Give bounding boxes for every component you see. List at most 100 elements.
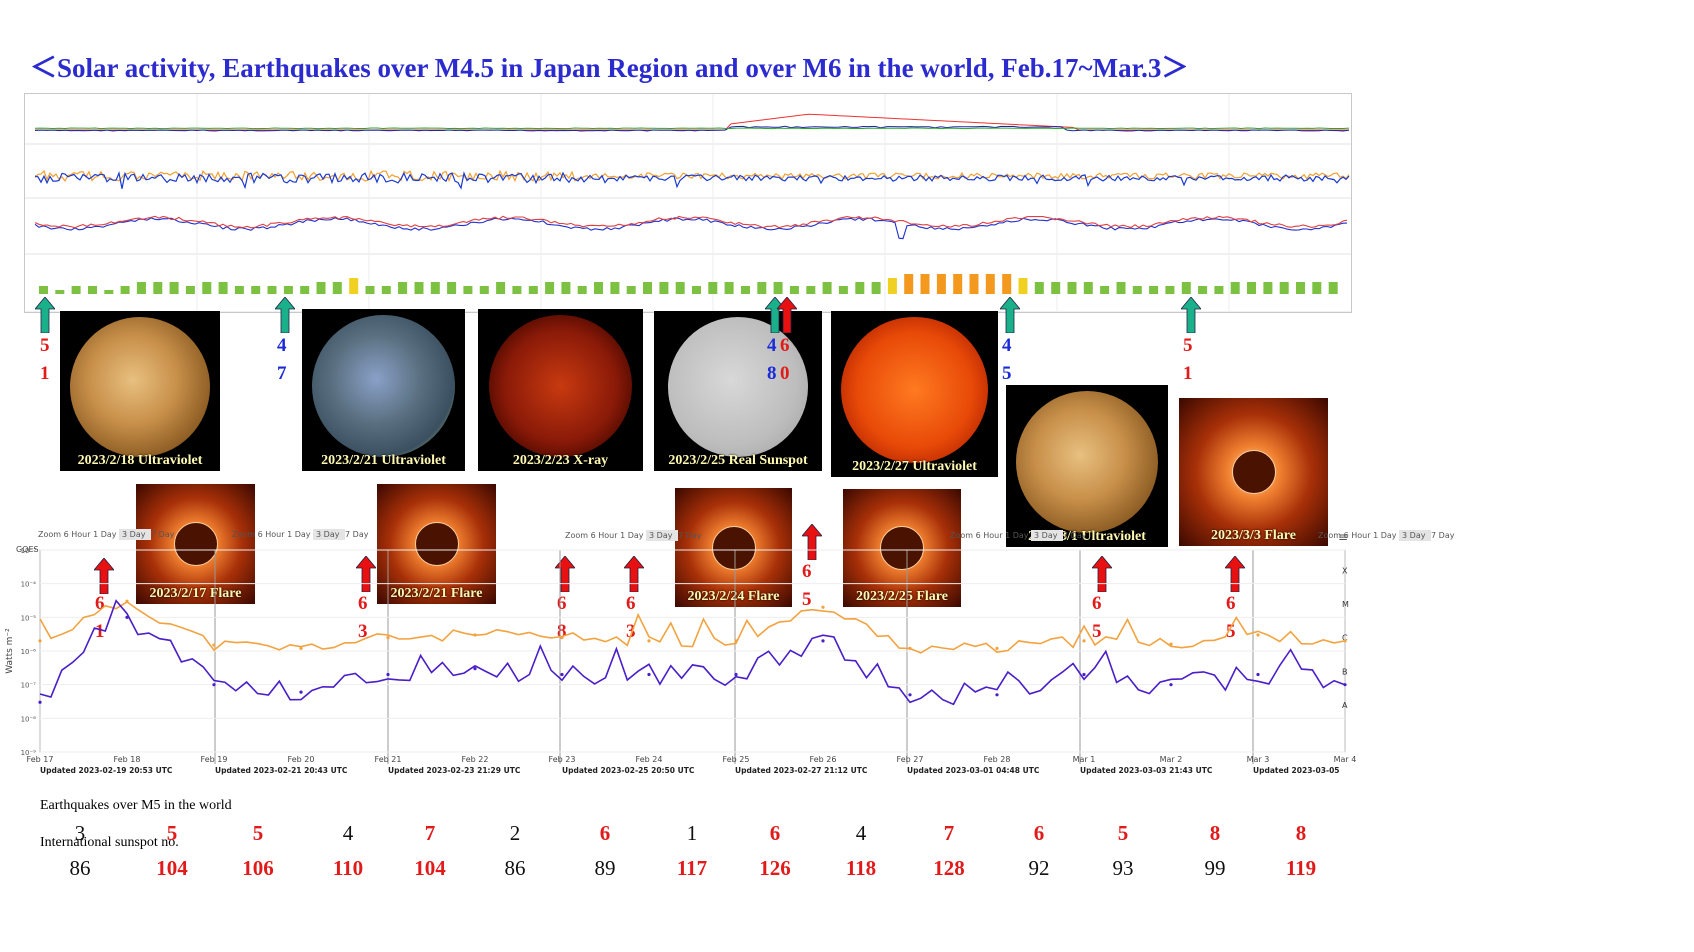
sunspot-number: 93 <box>1112 856 1134 880</box>
data-point <box>1256 633 1260 637</box>
kp-bar <box>904 274 914 294</box>
updated-label: Updated 2023-02-27 21:12 UTC <box>735 766 868 775</box>
kp-bar <box>871 282 881 294</box>
quake-magnitude-digit: 5 <box>802 589 812 610</box>
quake-magnitude-digit: 1 <box>1183 363 1193 384</box>
quake-magnitude-digit: 6 <box>802 561 812 582</box>
x-tick-label: Feb 19 <box>201 755 228 764</box>
electron-flux-line <box>34 169 1350 183</box>
image-caption: 2023/2/21 Flare <box>390 586 483 601</box>
quake-magnitude-digit: 5 <box>40 335 50 356</box>
sun-disk <box>489 314 632 458</box>
image-caption: 2023/2/21 Ultraviolet <box>321 453 446 468</box>
data-point <box>821 639 825 643</box>
y-axis-label: Watts m⁻² <box>5 628 15 674</box>
image-caption: 2023/2/18 Ultraviolet <box>77 453 203 468</box>
kp-bar <box>463 286 473 294</box>
kp-bar <box>218 282 228 294</box>
sunspot-number: 92 <box>1028 856 1050 880</box>
kp-bar <box>741 286 750 294</box>
zoom-option: 3 Day <box>119 529 152 540</box>
x-tick-label: Feb 23 <box>549 755 576 764</box>
red-arrow-icon <box>356 556 376 592</box>
earthquake-count: 2 <box>509 821 521 845</box>
kp-bar <box>316 282 326 294</box>
image-caption: 2023/3/3 Flare <box>1211 528 1296 543</box>
data-point <box>908 646 912 650</box>
quake-magnitude-digit: 4 <box>1002 335 1012 356</box>
kp-bar <box>969 274 979 294</box>
occulter-disk <box>414 522 459 566</box>
zoom-label: Zoom <box>38 530 64 539</box>
sunspot-number: 119 <box>1285 856 1317 880</box>
solar-image: 2023/2/25 Flare <box>843 489 961 607</box>
kp-bar <box>202 282 212 294</box>
kp-bar <box>985 274 995 294</box>
zoom-option: 6 Hour <box>975 531 1006 540</box>
zoom-selector: Zoom 6 Hour 1 Day 3 Day 7 Day <box>1318 530 1454 541</box>
sunspot-number: 118 <box>845 856 877 880</box>
image-caption: 2023/2/23 X-ray <box>512 453 609 468</box>
x-tick-label: Mar 1 <box>1073 755 1096 764</box>
kp-bar <box>447 282 457 294</box>
goes-xray-svg: 10⁻³ 10⁻⁴ 10⁻⁵ 10⁻⁶ 10⁻⁷ 10⁻⁸ 10⁻⁹ Watts m⁻² GOE… <box>5 545 1356 775</box>
data-point <box>386 636 390 640</box>
solar-image: 2023/3/3 Flare <box>1179 398 1328 546</box>
electron-flux-line <box>34 171 1350 190</box>
data-point <box>473 667 477 671</box>
kp-bar <box>528 286 538 294</box>
data-point <box>212 643 216 647</box>
magnetometer-line <box>34 215 1348 229</box>
quake-magnitude-digit: 1 <box>95 621 105 642</box>
kp-bar <box>1214 286 1224 294</box>
data-point <box>38 700 42 704</box>
data-point <box>995 646 999 650</box>
x-tick-label: Feb 28 <box>984 755 1011 764</box>
solar-image: 2023/3/1 Ultraviolet <box>1006 385 1168 547</box>
flare-class-label: M <box>1342 600 1349 609</box>
zoom-option: 1 Day <box>620 531 647 540</box>
kp-bar <box>838 286 848 294</box>
kp-bar <box>349 278 359 294</box>
zoom-option: 6 Hour <box>257 530 288 539</box>
space-weather-svg <box>25 94 1351 313</box>
zoom-selector: Zoom 6 Hour 1 Day 3 Day 7 Day <box>950 530 1086 541</box>
proton-flux-line <box>35 113 1349 131</box>
y-tick-label: 10⁻⁷ <box>21 682 37 690</box>
flare-class-label: B <box>1342 667 1348 676</box>
data-point <box>473 633 477 637</box>
kp-bar <box>1051 282 1061 294</box>
quake-magnitude-digit: 6 <box>95 593 105 614</box>
quake-magnitude-digit: 5 <box>1002 363 1012 384</box>
red-arrow-icon <box>1225 556 1245 592</box>
kp-bar <box>708 282 718 294</box>
zoom-selector: Zoom 6 Hour 1 Day 3 Day 7 Day <box>38 529 174 540</box>
zoom-option: 3 Day <box>313 529 346 540</box>
kp-bar <box>1296 282 1305 294</box>
y-tick-label: 10⁻⁶ <box>21 648 37 656</box>
quake-magnitude-digit: 8 <box>767 363 777 384</box>
image-caption: 2023/2/17 Flare <box>149 586 242 601</box>
zoom-option: 6 Hour <box>63 530 94 539</box>
kp-bar <box>936 274 946 294</box>
solar-image: 2023/2/18 Ultraviolet <box>60 311 220 471</box>
sunspot-number: 126 <box>759 856 791 880</box>
kp-bar <box>806 286 816 294</box>
zoom-label: Zoom <box>950 531 976 540</box>
quake-magnitude-digit: 6 <box>626 593 636 614</box>
quake-magnitude-digit: 3 <box>358 621 368 642</box>
kp-bar <box>430 282 440 294</box>
quake-magnitude-digit: 8 <box>557 621 567 642</box>
data-point <box>125 615 129 619</box>
data-point <box>1343 639 1347 643</box>
occulter-disk <box>711 525 756 570</box>
earthquake-count: 7 <box>943 821 955 845</box>
kp-bar <box>1067 282 1077 294</box>
red-arrow-icon <box>94 558 114 594</box>
x-tick-label: Feb 18 <box>114 755 141 764</box>
quake-magnitude-digit: 6 <box>358 593 368 614</box>
menu-icon: ≡ <box>1338 530 1349 544</box>
data-point <box>908 693 912 697</box>
kp-bar <box>1279 282 1289 294</box>
quake-magnitude-digit: 4 <box>767 335 777 356</box>
